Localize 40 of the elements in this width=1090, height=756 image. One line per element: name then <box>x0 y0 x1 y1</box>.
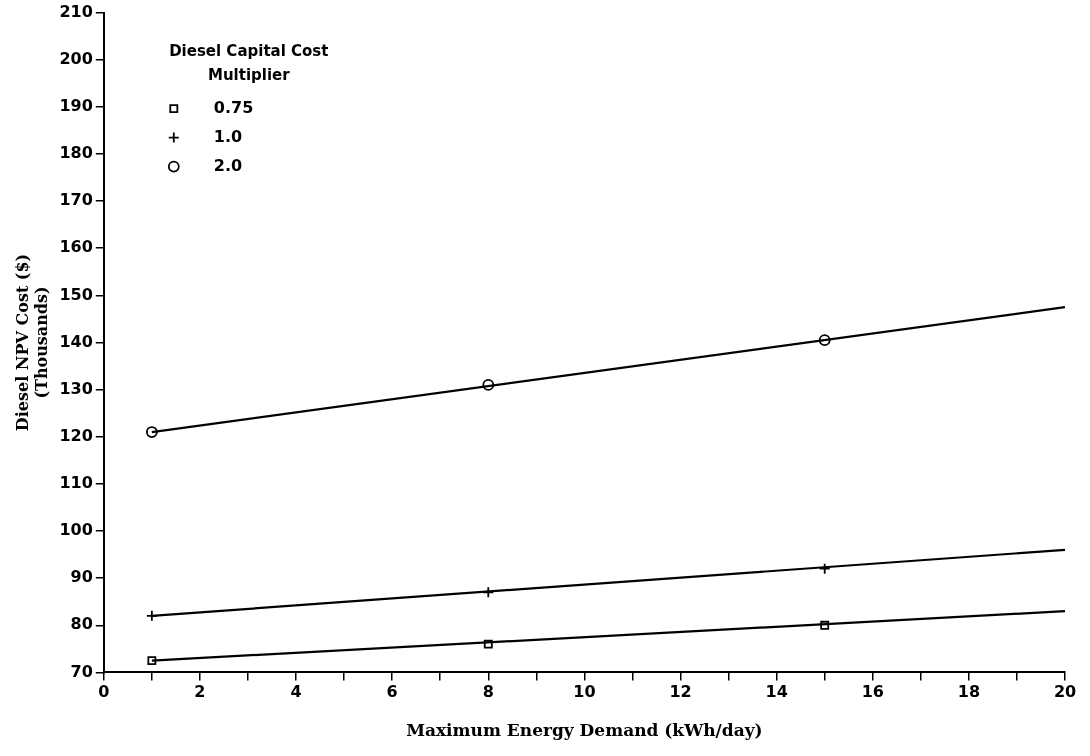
legend-label: 0.75 <box>213 97 254 117</box>
x-tick-label: 18 <box>957 682 981 702</box>
y-tick-label: 200 <box>59 48 93 68</box>
point <box>147 656 157 666</box>
point <box>482 379 495 391</box>
y-tick-label: 210 <box>59 1 93 21</box>
x-tick-label: 10 <box>573 682 596 702</box>
y-tick-label: 140 <box>59 331 93 351</box>
point <box>482 586 495 599</box>
y-tick-label: 80 <box>70 614 93 634</box>
x-tick-label: 16 <box>861 682 884 702</box>
x-tick-label: 14 <box>765 682 788 702</box>
x-tick-label: 0 <box>98 682 110 702</box>
x-tick-label: 20 <box>1053 682 1077 702</box>
y-tick-label: 160 <box>59 237 93 257</box>
legend-label: 2.0 <box>213 155 243 175</box>
point <box>818 334 831 347</box>
y-tick-label: 170 <box>59 190 93 210</box>
legend-label: 1.0 <box>213 126 243 146</box>
y-tick-label: 130 <box>59 378 93 398</box>
y-tick-label: 100 <box>59 520 93 540</box>
y-tick-label: 110 <box>59 473 93 493</box>
x-tick-label: 6 <box>386 682 398 702</box>
point <box>483 639 493 649</box>
point <box>820 620 830 630</box>
y-tick-label: 150 <box>59 284 93 304</box>
y-tick-label: 180 <box>59 143 93 163</box>
x-tick-label: 4 <box>290 682 302 702</box>
legend-title: Diesel Capital Cost Multiplier <box>169 42 329 85</box>
y-tick-label: 190 <box>59 96 93 116</box>
y-tick-label: 90 <box>70 567 93 587</box>
y-tick-label: 120 <box>59 425 93 445</box>
point <box>145 426 158 438</box>
x-tick-label: 8 <box>482 682 494 702</box>
x-axis-title: Maximum Energy Demand (kWh/day) <box>406 720 763 741</box>
y-axis-title: Diesel NPV Cost ($) (Thousands) <box>12 253 51 432</box>
x-tick-label: 12 <box>669 682 692 702</box>
x-tick-label: 2 <box>194 682 206 702</box>
y-tick-label: 70 <box>70 661 93 681</box>
point <box>818 562 831 575</box>
